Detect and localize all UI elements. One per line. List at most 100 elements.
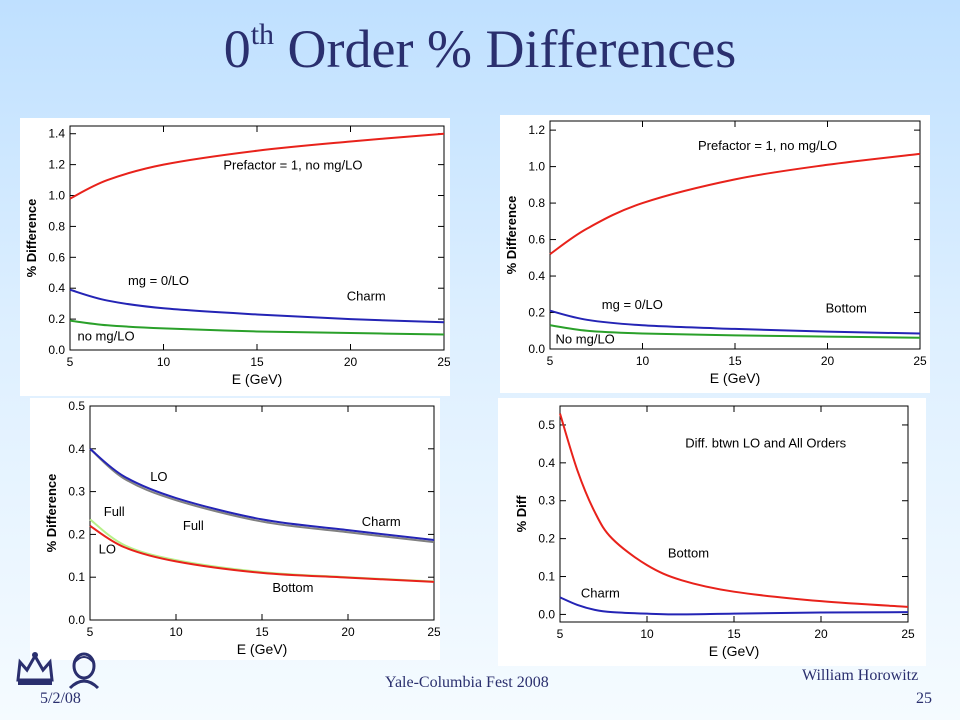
series-line-2 bbox=[69, 319, 445, 336]
chart-annotation: Diff. btwn LO and All Orders bbox=[685, 436, 846, 451]
series-line-2 bbox=[549, 324, 921, 339]
chart-lo-vs-full: 5 10 15 20 25 0.0 0.1 0.2 0.3 0.4 0.5 E (GeV) % Diff… bbox=[44, 399, 440, 657]
y-tick-label: 0.1 bbox=[538, 570, 555, 584]
chart-annotation: Full bbox=[104, 504, 125, 519]
y-axis-label: % Difference bbox=[504, 196, 519, 275]
y-tick-label: 0.1 bbox=[68, 570, 85, 584]
chart-annotation: Prefactor = 1, no mg/LO bbox=[223, 157, 362, 172]
x-tick-label: 25 bbox=[901, 627, 915, 641]
x-tick-label: 20 bbox=[814, 627, 828, 641]
x-axis-label: E (GeV) bbox=[237, 641, 288, 657]
y-tick-label: 0.3 bbox=[68, 485, 85, 499]
x-tick-label: 20 bbox=[341, 625, 355, 639]
y-tick-label: 0.6 bbox=[48, 250, 65, 264]
x-tick-label: 5 bbox=[87, 625, 94, 639]
series-line-0 bbox=[559, 413, 909, 608]
slide-title: 0th Order % Differences bbox=[0, 18, 960, 80]
y-tick-label: 1.2 bbox=[48, 158, 65, 172]
title-main: 0 bbox=[223, 19, 251, 79]
series-line-1 bbox=[69, 288, 445, 324]
y-tick-label: 0.2 bbox=[48, 312, 65, 326]
chart-annotation: Charm bbox=[581, 585, 620, 600]
chart-annotation: Bottom bbox=[826, 301, 867, 316]
y-tick-label: 0.2 bbox=[68, 527, 85, 541]
chart-panel-4: 5 10 15 20 25 0.0 0.1 0.2 0.3 0.4 0.5 E (GeV) % Diff… bbox=[498, 398, 926, 666]
x-tick-label: 15 bbox=[727, 627, 741, 641]
y-tick-label: 0.4 bbox=[538, 456, 555, 470]
crown-logo bbox=[14, 650, 56, 695]
chart-annotation: LO bbox=[150, 469, 167, 484]
y-tick-label: 0.0 bbox=[528, 342, 545, 356]
y-axis-label: % Difference bbox=[44, 474, 59, 553]
footer-event: Yale-Columbia Fest 2008 bbox=[385, 674, 549, 691]
x-tick-label: 15 bbox=[255, 625, 269, 639]
y-tick-label: 0.5 bbox=[68, 399, 85, 413]
chart-panel-3: 5 10 15 20 25 0.0 0.1 0.2 0.3 0.4 0.5 E (GeV) % Diff… bbox=[30, 398, 440, 660]
x-axis-label: E (GeV) bbox=[232, 371, 283, 387]
series-line-3 bbox=[89, 524, 435, 583]
y-tick-label: 1.0 bbox=[528, 160, 545, 174]
series-line-1 bbox=[559, 596, 909, 616]
y-tick-label: 0.4 bbox=[48, 281, 65, 295]
x-tick-label: 15 bbox=[728, 354, 742, 368]
x-tick-label: 5 bbox=[557, 627, 564, 641]
x-tick-label: 25 bbox=[427, 625, 440, 639]
series-line-0 bbox=[69, 132, 445, 200]
x-axis-label: E (GeV) bbox=[710, 370, 761, 386]
chart-annotation: mg = 0/LO bbox=[128, 273, 189, 288]
chart-panel-1: 5 10 15 20 25 0.0 0.2 0.4 0.6 0.8 1.0 1.2 1.4 E (GeV)… bbox=[20, 118, 450, 396]
y-tick-label: 0.0 bbox=[48, 343, 65, 357]
series-line-1 bbox=[549, 309, 921, 335]
y-tick-label: 0.4 bbox=[528, 269, 545, 283]
chart-annotation: mg = 0/LO bbox=[602, 297, 663, 312]
y-tick-label: 0.5 bbox=[538, 418, 555, 432]
y-tick-label: 0.8 bbox=[48, 219, 65, 233]
x-tick-label: 15 bbox=[250, 355, 264, 369]
chart-bottom-differences: 5 10 15 20 25 0.0 0.2 0.4 0.6 0.8 1.0 1.2 E (GeV) % D… bbox=[504, 120, 927, 386]
chart-charm-differences: 5 10 15 20 25 0.0 0.2 0.4 0.6 0.8 1.0 1.2 1.4 E (GeV)… bbox=[24, 125, 450, 387]
x-tick-label: 10 bbox=[640, 627, 654, 641]
title-superscript: th bbox=[250, 18, 275, 51]
y-tick-label: 0.2 bbox=[538, 532, 555, 546]
x-tick-label: 10 bbox=[636, 354, 650, 368]
x-tick-label: 10 bbox=[157, 355, 171, 369]
y-tick-label: 1.2 bbox=[528, 123, 545, 137]
chart-annotation: No mg/LO bbox=[556, 332, 615, 347]
chart-lo-vs-all-orders: 5 10 15 20 25 0.0 0.1 0.2 0.3 0.4 0.5 E (GeV) % Diff… bbox=[514, 405, 915, 659]
chart-annotation: Full bbox=[183, 518, 204, 533]
y-tick-label: 0.0 bbox=[68, 613, 85, 627]
y-tick-label: 0.3 bbox=[538, 494, 555, 508]
x-tick-label: 10 bbox=[169, 625, 183, 639]
footer-page-number: 25 bbox=[916, 690, 932, 707]
y-tick-label: 0.2 bbox=[528, 306, 545, 320]
y-tick-label: 1.4 bbox=[48, 127, 65, 141]
footer-author: William Horowitz bbox=[802, 667, 919, 684]
chart-annotation: Bottom bbox=[668, 546, 709, 561]
series-line-0 bbox=[549, 152, 921, 255]
chart-annotation: Bottom bbox=[272, 580, 313, 595]
chart-panel-2: 5 10 15 20 25 0.0 0.2 0.4 0.6 0.8 1.0 1.2 E (GeV) % D… bbox=[500, 115, 930, 393]
title-rest: Order % Differences bbox=[274, 19, 737, 79]
chart-annotation: Charm bbox=[347, 289, 386, 304]
chart-annotation: Prefactor = 1, no mg/LO bbox=[698, 138, 837, 153]
chart-annotation: Charm bbox=[362, 514, 401, 529]
footer-date: 5/2/08 bbox=[40, 690, 81, 707]
chart-annotation: LO bbox=[99, 542, 116, 557]
x-tick-label: 20 bbox=[344, 355, 358, 369]
y-axis-label: % Diff bbox=[514, 495, 529, 533]
x-tick-label: 5 bbox=[547, 354, 554, 368]
y-axis-label: % Difference bbox=[24, 199, 39, 278]
y-tick-label: 0.0 bbox=[538, 607, 555, 621]
x-tick-label: 25 bbox=[437, 355, 450, 369]
x-tick-label: 25 bbox=[913, 354, 927, 368]
y-tick-label: 0.6 bbox=[528, 233, 545, 247]
portrait-logo bbox=[64, 650, 104, 695]
x-axis-label: E (GeV) bbox=[709, 643, 760, 659]
series-line-0 bbox=[89, 448, 435, 544]
x-tick-label: 5 bbox=[67, 355, 74, 369]
y-tick-label: 0.8 bbox=[528, 196, 545, 210]
y-tick-label: 0.4 bbox=[68, 442, 85, 456]
y-tick-label: 1.0 bbox=[48, 189, 65, 203]
x-tick-label: 20 bbox=[821, 354, 835, 368]
series-line-1 bbox=[89, 448, 435, 541]
